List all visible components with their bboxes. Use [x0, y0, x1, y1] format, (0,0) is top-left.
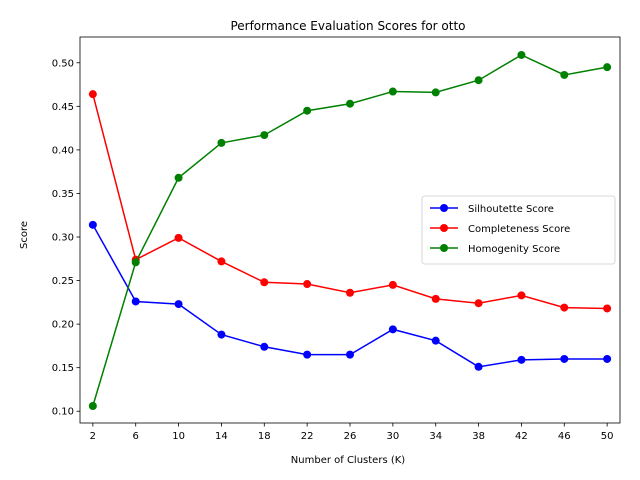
chart-title: Performance Evaluation Scores for otto	[230, 19, 465, 33]
data-point-silhoutette-score	[260, 342, 269, 351]
data-point-silhoutette-score	[217, 330, 226, 339]
data-point-homogenity-score	[88, 402, 97, 411]
y-tick-label: 0.10	[52, 407, 74, 418]
data-point-homogenity-score	[474, 76, 483, 85]
data-point-homogenity-score	[346, 99, 354, 108]
x-tick-label: 22	[301, 431, 314, 442]
y-tick-label: 0.15	[52, 363, 74, 374]
y-tick-label: 0.30	[52, 233, 74, 244]
x-tick-label: 2	[90, 431, 96, 442]
data-point-completeness-score	[517, 291, 526, 300]
data-point-completeness-score	[560, 303, 569, 312]
data-point-silhoutette-score	[88, 220, 97, 229]
data-point-silhoutette-score	[346, 350, 354, 359]
x-tick-label: 10	[172, 431, 185, 442]
data-point-homogenity-score	[131, 258, 140, 267]
data-point-silhoutette-score	[174, 300, 183, 309]
data-point-homogenity-score	[388, 87, 397, 96]
y-tick-label: 0.20	[52, 320, 74, 331]
data-point-silhoutette-score	[431, 336, 440, 345]
y-tick-label: 0.50	[52, 58, 74, 69]
data-point-homogenity-score	[431, 88, 440, 97]
data-point-silhoutette-score	[131, 297, 140, 306]
data-point-completeness-score	[88, 90, 97, 99]
y-tick-label: 0.40	[52, 145, 74, 156]
legend-marker-homogenity-score	[440, 244, 448, 252]
x-tick-label: 30	[386, 431, 399, 442]
legend-label-completeness-score: Completeness Score	[468, 224, 570, 235]
data-point-completeness-score	[303, 280, 312, 289]
data-point-homogenity-score	[260, 131, 269, 140]
data-point-silhoutette-score	[388, 325, 397, 334]
data-point-completeness-score	[388, 280, 397, 289]
x-tick-label: 38	[472, 431, 485, 442]
legend-box	[421, 195, 616, 265]
data-point-homogenity-score	[174, 173, 183, 182]
data-point-completeness-score	[431, 294, 440, 303]
x-tick-label: 14	[215, 431, 228, 442]
plot-area: 0.100.150.200.250.300.350.400.450.502 6 10…	[52, 36, 621, 442]
data-point-completeness-score	[474, 299, 483, 308]
legend-label-homogenity-score: Homogenity Score	[468, 244, 560, 255]
data-point-silhoutette-score	[303, 350, 312, 359]
x-tick-label: 50	[601, 431, 614, 442]
data-point-completeness-score	[174, 233, 183, 242]
data-point-silhoutette-score	[474, 362, 483, 371]
x-tick-label: 34	[429, 431, 442, 442]
y-tick-label: 0.25	[52, 276, 74, 287]
data-point-homogenity-score	[603, 63, 612, 72]
data-point-silhoutette-score	[517, 355, 526, 364]
data-point-homogenity-score	[303, 106, 312, 115]
data-point-completeness-score	[217, 257, 226, 266]
data-point-homogenity-score	[217, 138, 226, 147]
x-tick-label: 46	[558, 431, 571, 442]
data-point-homogenity-score	[517, 50, 526, 59]
x-axis-label: Number of Clusters (K)	[291, 455, 406, 466]
data-point-silhoutette-score	[560, 354, 569, 363]
y-tick-label: 0.35	[52, 189, 74, 200]
legend: Silhoutette Score Completeness Score Homog…	[421, 195, 616, 265]
data-point-completeness-score	[603, 304, 612, 313]
legend-marker-completeness-score	[440, 224, 448, 232]
x-tick-label: 6	[133, 431, 139, 442]
y-axis-label: Score	[19, 221, 30, 249]
data-point-homogenity-score	[560, 70, 569, 79]
legend-label-silhoutette-score: Silhoutette Score	[468, 204, 554, 215]
x-tick-label: 26	[344, 431, 357, 442]
legend-marker-silhoutette-score	[440, 204, 448, 212]
y-tick-label: 0.45	[52, 102, 74, 113]
x-tick-label: 42	[515, 431, 528, 442]
data-point-completeness-score	[346, 288, 354, 297]
data-point-silhoutette-score	[603, 354, 612, 363]
data-point-completeness-score	[260, 278, 269, 287]
x-tick-label: 18	[258, 431, 271, 442]
